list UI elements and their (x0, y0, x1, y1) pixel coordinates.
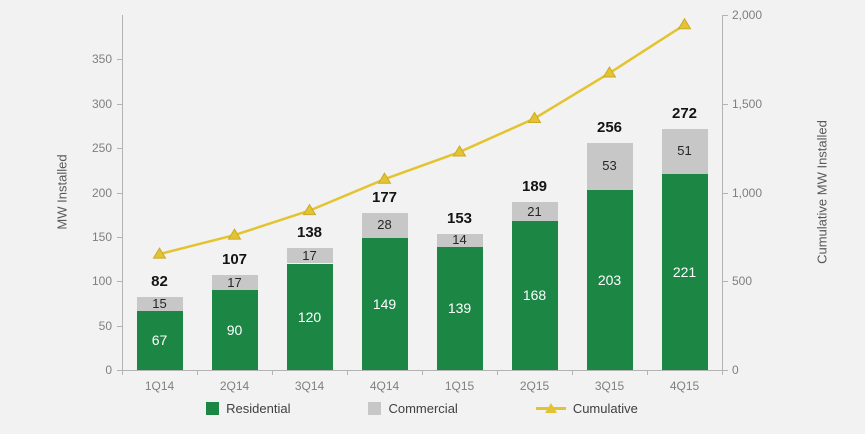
x-axis-tick (347, 371, 348, 375)
y-axis-right-tick-label: 2,000 (732, 8, 763, 22)
total-value-label: 138 (296, 224, 323, 242)
residential-swatch-icon (206, 402, 220, 415)
y-axis-left-tick (117, 281, 122, 283)
x-axis-tick (572, 371, 573, 375)
x-axis-tick (272, 371, 273, 375)
y-axis-right-tick (723, 281, 728, 283)
x-axis-tick (197, 371, 198, 375)
cumulative-marker-icon (602, 66, 617, 78)
legend-label: Cumulative (572, 401, 638, 416)
x-axis-tick (647, 371, 648, 375)
x-axis-tick-label: 1Q15 (444, 379, 475, 393)
commercial-value-label: 28 (377, 217, 392, 233)
x-axis-tick-label: 2Q14 (219, 379, 250, 393)
cumulative-marker-icon (677, 17, 692, 30)
bar-commercial (136, 297, 183, 311)
y-axis-left-tick-label: 150 (91, 229, 112, 244)
legend-label: Commercial (388, 401, 458, 416)
residential-value-label: 90 (226, 322, 243, 339)
x-axis-tick-label: 4Q14 (369, 379, 400, 393)
x-axis-tick (722, 371, 723, 375)
left-axis-line (122, 15, 123, 370)
right-axis-line (722, 15, 723, 370)
x-axis-tick-label: 3Q14 (294, 379, 325, 393)
commercial-value-label: 14 (452, 232, 467, 248)
commercial-value-label: 15 (152, 295, 167, 311)
residential-value-label: 139 (447, 300, 472, 317)
residential-value-label: 120 (297, 308, 322, 325)
legend-item-cumulative: Cumulative (535, 401, 638, 416)
total-value-label: 189 (521, 178, 548, 196)
residential-value-label: 168 (522, 287, 547, 304)
cumulative-marker-icon (452, 145, 467, 157)
total-value-label: 82 (151, 273, 168, 291)
x-axis-tick (422, 371, 423, 375)
y-axis-right-tick (723, 370, 728, 371)
commercial-value-label: 17 (227, 274, 242, 290)
y-axis-right-tick-label: 500 (732, 274, 753, 289)
x-axis-tick (122, 371, 123, 375)
y-axis-left-tick (117, 370, 122, 371)
commercial-value-label: 21 (527, 203, 542, 219)
cumulative-marker-icon (377, 172, 392, 184)
y-axis-left-tick-label: 50 (98, 318, 112, 333)
x-axis-line (122, 370, 723, 371)
residential-value-label: 203 (597, 271, 622, 288)
y-axis-left-tick-label: 300 (91, 96, 112, 111)
legend-item-commercial: Commercial (368, 401, 458, 416)
y-axis-right-tick-label: 1,000 (732, 185, 763, 200)
bar-commercial (211, 275, 258, 291)
commercial-swatch-icon (368, 402, 382, 415)
bar-residential (286, 263, 333, 370)
y-axis-left-tick (117, 192, 122, 194)
y-axis-left-tick (117, 148, 122, 150)
total-value-label: 153 (446, 210, 473, 228)
y-axis-right-tick (723, 15, 728, 16)
x-axis-tick-label: 3Q15 (594, 379, 625, 393)
total-value-label: 107 (221, 251, 248, 269)
legend-label: Residential (226, 401, 291, 416)
cumulative-marker-icon (302, 203, 317, 216)
total-value-label: 177 (371, 188, 398, 206)
residential-value-label: 221 (672, 263, 697, 280)
right-axis-title: Cumulative MW Installed (814, 120, 830, 264)
y-axis-right-tick-label: 1,500 (732, 96, 763, 111)
bar-residential (136, 310, 183, 370)
y-axis-left-tick (117, 325, 122, 327)
bar-residential (436, 246, 483, 370)
legend-item-residential: Residential (206, 401, 290, 416)
commercial-value-label: 51 (677, 143, 692, 159)
x-axis-tick-label: 1Q14 (144, 379, 175, 393)
commercial-value-label: 17 (302, 247, 317, 263)
cumulative-marker-icon (227, 228, 242, 240)
y-axis-left-tick-label: 0 (105, 363, 112, 377)
x-axis-tick (497, 371, 498, 375)
x-axis-tick-label: 2Q15 (519, 379, 550, 393)
y-axis-left-tick-label: 350 (91, 52, 112, 67)
y-axis-right-tick (723, 192, 728, 194)
y-axis-left-tick-label: 250 (91, 141, 112, 156)
total-value-label: 256 (596, 118, 623, 136)
legend: Residential Commercial Cumulative (122, 401, 722, 416)
triangle-marker-icon (544, 402, 557, 413)
cumulative-line-swatch-icon (535, 402, 566, 413)
y-axis-left-tick-label: 100 (91, 274, 112, 289)
y-axis-left-tick-label: 200 (91, 185, 112, 200)
y-axis-right-tick (723, 103, 728, 105)
cumulative-marker-icon (527, 111, 542, 123)
bar-residential (361, 237, 408, 370)
bar-residential (211, 290, 258, 370)
y-axis-left-tick (117, 103, 122, 105)
total-value-label: 272 (671, 104, 698, 122)
cumulative-marker-icon (152, 247, 167, 259)
y-axis-right-tick-label: 0 (732, 363, 739, 377)
x-axis-tick-label: 4Q15 (669, 379, 700, 393)
commercial-value-label: 53 (602, 158, 617, 174)
residential-value-label: 67 (151, 332, 168, 349)
residential-value-label: 149 (372, 295, 397, 312)
y-axis-left-tick (117, 236, 122, 238)
y-axis-left-tick (117, 59, 122, 61)
